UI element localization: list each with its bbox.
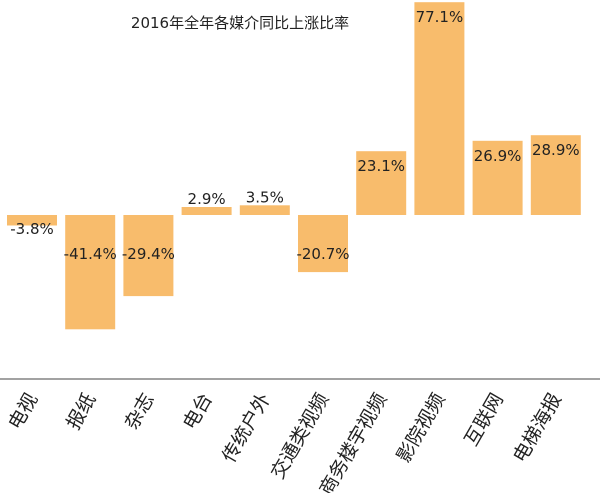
category-label-4: 电台 — [179, 390, 217, 434]
bar-8 — [414, 2, 465, 216]
bar-2 — [65, 215, 116, 330]
category-label-3: 杂志 — [121, 390, 159, 434]
category-label-8: 影院视频 — [393, 390, 450, 467]
data-label-3: -29.4% — [122, 245, 175, 263]
chart-title: 2016年全年各媒介同比上涨比率 — [131, 14, 349, 32]
category-label-9: 互联网 — [460, 389, 508, 449]
data-label-6: -20.7% — [296, 245, 349, 263]
data-label-4: 2.9% — [188, 190, 226, 208]
data-label-9: 26.9% — [474, 147, 522, 165]
bar-5 — [239, 205, 290, 215]
category-label-5: 传统户外 — [218, 390, 275, 467]
bars — [7, 2, 581, 330]
data-label-1: -3.8% — [10, 220, 54, 238]
bar-9 — [472, 140, 523, 215]
data-label-7: 23.1% — [357, 157, 405, 175]
data-label-2: -41.4% — [64, 245, 117, 263]
data-labels: -3.8% -41.4% -29.4% 2.9% 3.5% -20.7% 23.1% 77.1… — [10, 8, 579, 263]
data-label-8: 77.1% — [416, 8, 464, 26]
bar-4 — [181, 207, 232, 215]
bar-7 — [356, 151, 407, 215]
bar-1 — [7, 215, 57, 226]
bar-10 — [530, 135, 581, 215]
category-label-10: 电梯海报 — [509, 390, 566, 467]
category-label-1: 电视 — [4, 390, 42, 434]
category-label-2: 报纸 — [62, 390, 100, 434]
data-label-5: 3.5% — [246, 188, 284, 206]
category-label-6: 交通类视频 — [267, 390, 334, 483]
bar-3 — [123, 215, 174, 297]
bar-6 — [298, 215, 348, 273]
data-label-10: 28.9% — [532, 141, 580, 159]
